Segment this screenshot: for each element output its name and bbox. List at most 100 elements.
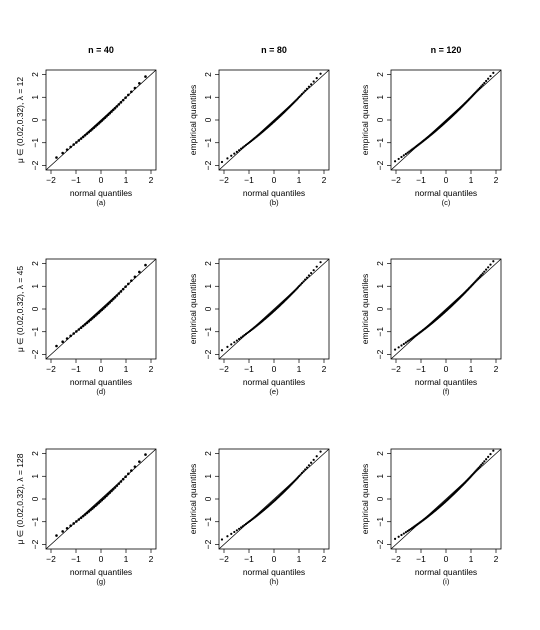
x-tick-label: −1 [244,175,254,185]
y-tick-label: 1 [203,474,213,479]
qq-point [315,77,318,80]
panel-label: (g) [96,577,106,586]
y-tick-label: −2 [375,349,385,359]
reference-line [391,449,501,549]
x-axis-label: normal quantiles [243,188,305,198]
reference-line [219,449,329,549]
qq-point [83,513,87,516]
y-tick-label: 2 [30,451,40,456]
qq-panel: −2 −1 0 1 2 −2 −1 0 1 2 normal quantiles(c) empiric… [360,69,502,207]
qq-point [319,450,322,453]
y-tick-label: 0 [30,117,40,122]
qq-point [77,139,81,142]
qq-point [302,470,305,473]
qq-point [480,85,483,88]
qq-point [299,283,302,286]
y-axis-label: empirical quantiles [188,85,198,155]
qq-point [239,336,243,339]
qq-point [302,91,305,94]
qq-point [105,494,108,498]
x-tick-label: −1 [71,364,81,374]
qq-point [108,491,112,494]
qq-point [133,86,137,90]
qq-point [307,464,311,467]
x-axis-label: normal quantiles [70,188,132,198]
qq-point [481,83,484,86]
y-tick-label: 0 [203,306,213,311]
y-tick-label: −1 [375,327,385,337]
qq-panel: −2 −1 0 1 2 −2 −1 0 1 2 normal quantiles(i) empiric… [360,445,502,586]
y-tick-label: 1 [375,284,385,289]
y-axis-label: empirical quantiles [188,464,198,534]
qq-point [485,268,488,271]
x-tick-label: 2 [149,554,154,564]
qq-point [111,487,115,491]
reference-line [391,70,501,170]
qq-point [65,337,69,340]
qq-point [230,343,233,346]
x-tick-label: −1 [71,175,81,185]
y-tick-label: −1 [375,138,385,148]
qq-point [496,445,498,447]
qq-point [402,532,405,535]
qq-point [489,74,492,78]
x-tick-label: 0 [444,364,449,374]
y-tick-label: −1 [203,517,213,527]
qq-point [477,276,480,280]
qq-point [478,86,482,89]
qq-point [69,524,72,528]
x-tick-label: 0 [272,364,277,374]
qq-panel: −2 −1 0 1 2 −2 −1 0 1 2 normal quantiles(g) μ ∈ (0.… [15,448,157,586]
qq-point [61,530,64,533]
qq-point [237,149,241,152]
qq-point [110,489,113,493]
qq-point [61,151,64,155]
qq-point [480,274,483,277]
y-tick-label: −2 [375,539,385,549]
qq-point [83,323,87,326]
x-tick-label: −2 [219,554,229,564]
qq-point [55,156,58,159]
qq-point [319,261,322,264]
qq-point [117,482,121,485]
x-tick-label: 2 [494,364,499,374]
qq-point [298,474,301,478]
x-tick-label: 0 [99,175,104,185]
qq-point [305,276,309,279]
qq-point [404,152,407,156]
x-tick-label: −2 [391,175,401,185]
qq-point [110,110,113,113]
qq-point [138,460,141,463]
row-label: μ ∈ (0.02,0.32), λ = 128 [15,453,25,544]
qq-point [121,287,125,291]
qq-point [480,463,483,467]
qq-point [87,510,91,513]
x-tick-label: 0 [272,554,277,564]
qq-point [489,263,492,266]
qq-point [126,472,130,476]
qq-point [85,321,89,325]
qq-panel: −2 −1 0 1 2 −2 −1 0 1 2 normal quantiles(h) empiric… [188,448,330,586]
qq-point [397,157,400,161]
qq-point [61,340,64,344]
qq-point [106,113,110,117]
qq-point [241,525,244,528]
qq-point [119,101,123,104]
x-axis-label: normal quantiles [70,567,132,577]
qq-point [220,349,224,352]
qq-point [69,145,72,149]
qq-point [144,263,147,267]
y-tick-label: −2 [203,160,213,170]
qq-point [481,462,484,465]
x-axis-label: normal quantiles [70,377,132,387]
panel-label: (d) [96,387,106,396]
qq-point [406,340,409,343]
qq-point [483,81,486,85]
qq-point [79,326,83,330]
qq-point [391,352,392,353]
qq-point [492,71,495,74]
y-tick-label: 1 [375,474,385,479]
x-tick-label: 1 [124,364,129,374]
x-tick-label: 1 [297,364,302,374]
qq-point [312,269,315,272]
